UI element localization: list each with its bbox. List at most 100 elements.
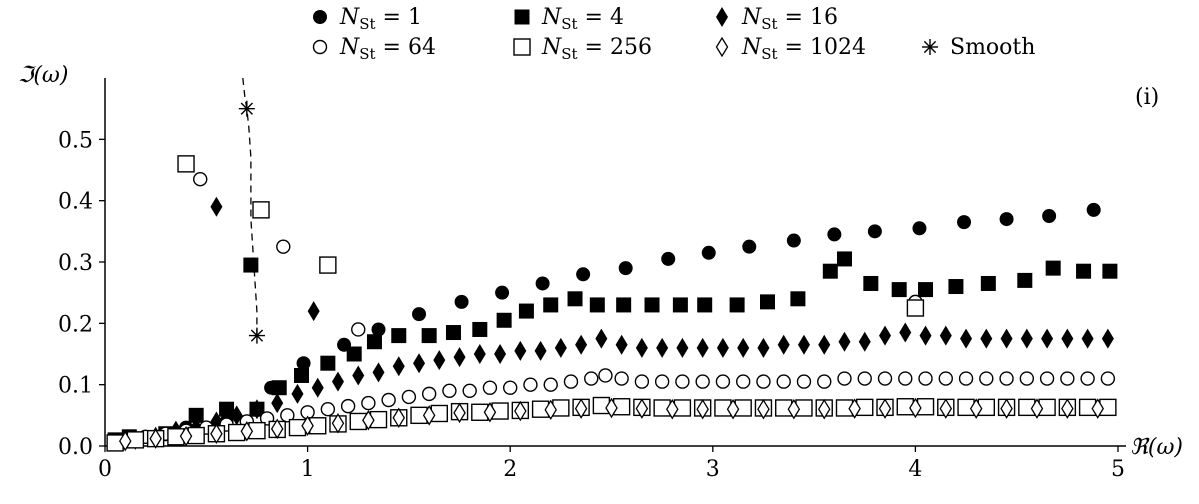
data-point [574,398,588,419]
data-point [979,371,994,386]
data-point [391,328,407,344]
data-point [483,402,497,423]
legend-item: NSt = 4 [514,5,624,33]
data-point [737,337,750,358]
data-point [695,374,710,389]
data-point [1100,371,1116,386]
data-point [307,301,320,322]
data-point [219,401,235,417]
data-point [786,233,801,248]
data-point [495,285,510,300]
data-point [1045,260,1061,276]
data-point [957,215,972,230]
data-point [271,380,287,396]
data-point [454,294,469,309]
data-point [999,371,1014,386]
data-point [381,392,396,408]
data-point [576,267,591,282]
data-point [270,418,284,440]
data-point [413,353,426,374]
data-point [822,263,838,279]
data-point [879,325,892,346]
y-tick-label: 0.2 [58,312,93,337]
data-point [319,256,337,274]
data-point [838,331,851,352]
data-point [523,377,538,392]
data-point [543,297,559,313]
data-point [311,377,324,398]
data-point [980,275,996,291]
data-point [654,374,670,389]
data-point [252,201,270,219]
data-point [1061,398,1074,419]
data-point [567,291,583,307]
data-point [1030,398,1044,419]
data-point [188,407,204,423]
series-0 [138,202,1101,444]
data-point [912,221,927,236]
legend-item: NSt = 1024 [715,35,866,63]
data-point [584,371,599,386]
data-point [969,398,983,419]
series-layer [106,77,1118,452]
data-point [1020,328,1033,349]
data-point [614,371,629,386]
data-point [661,251,676,266]
data-point [827,227,842,242]
data-point [346,346,362,362]
y-axis-title: ℑ(ω) [18,63,68,88]
data-point [331,371,344,392]
y-tick-label: 0.3 [58,251,93,276]
data-point [496,312,512,328]
data-point [445,325,461,341]
x-tick-label: 0 [98,457,112,482]
data-point [634,374,650,389]
data-point [352,365,365,386]
data-point [672,297,688,313]
data-point [980,328,993,349]
data-point [939,398,953,419]
data-point [938,371,953,386]
data-point [372,362,385,383]
data-point [518,303,534,319]
data-point [392,356,405,377]
data-point [863,275,879,291]
data-point [729,297,745,313]
data-point [472,321,488,337]
data-point [635,398,649,419]
data-point [891,282,907,298]
data-point [837,371,852,386]
data-point [1060,371,1075,386]
x-axis-title: ℜ(ω) [1130,435,1183,460]
data-point [776,374,791,389]
data-point [598,368,613,383]
data-point [294,367,310,383]
data-point [726,398,740,420]
x-tick-label: 1 [301,457,315,482]
data-point [1091,398,1105,419]
data-point [857,371,872,386]
data-point [696,398,709,420]
y-tick-label: 0.1 [58,374,93,399]
data-point [858,331,871,352]
data-point [503,380,518,395]
data-point [320,355,336,371]
data-point [644,297,660,313]
legend-marker [514,9,530,25]
legend-label: NSt = 1 [339,5,422,33]
data-point [179,425,193,447]
data-point [422,405,436,426]
legend-marker [716,7,728,27]
data-point [473,344,486,364]
data-point [248,327,265,344]
legend-item: NSt = 1 [313,5,422,33]
data-point [340,398,356,414]
data-point [878,398,892,419]
data-point [877,371,893,386]
data-point [919,325,932,346]
data-point [118,430,132,452]
data-point [715,374,731,389]
data-point [1061,328,1074,349]
legend-label: Smooth [950,35,1035,60]
